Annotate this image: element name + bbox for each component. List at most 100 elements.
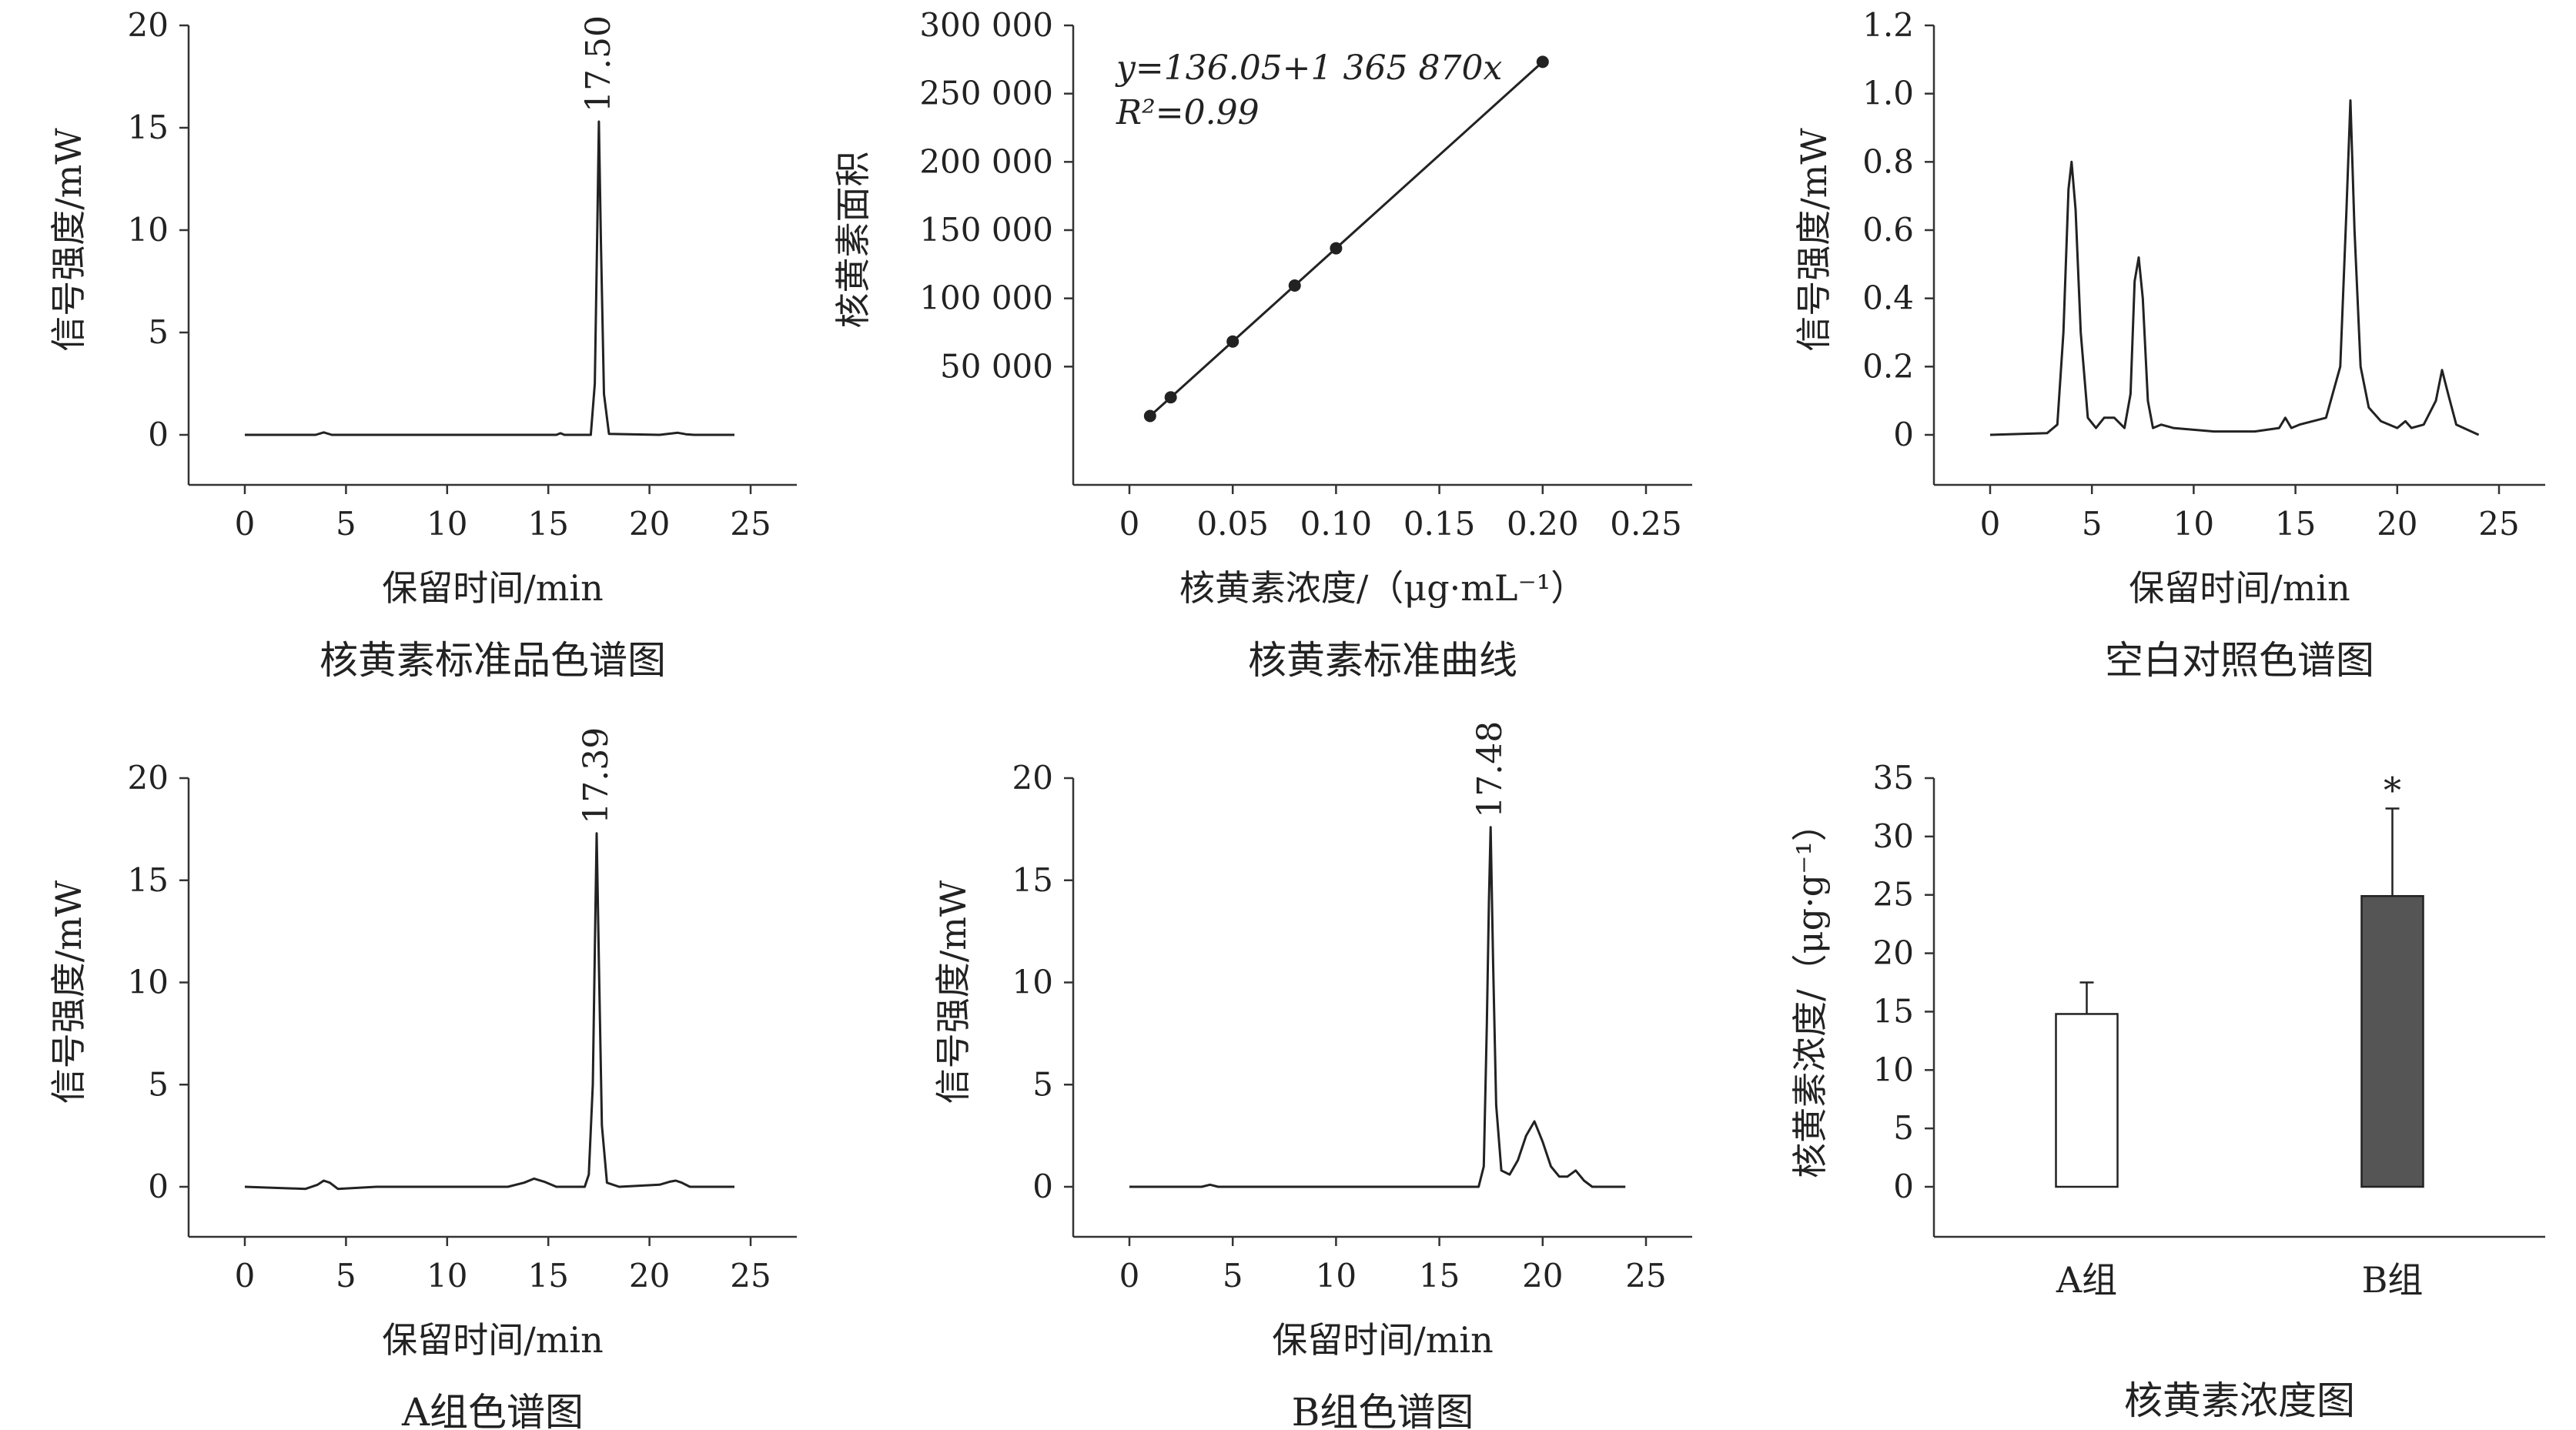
data-point	[1226, 335, 1239, 348]
chromatogram-trace	[245, 120, 734, 436]
y-tick-label: 0.4	[1862, 279, 1914, 317]
chromatogram-trace	[1989, 99, 2480, 436]
significance-mark: *	[2384, 769, 2401, 810]
x-tick-label: 10	[427, 505, 467, 543]
x-tick-label: 5	[1223, 1257, 1243, 1295]
y-tick-label: 15	[1873, 992, 1914, 1030]
y-tick-label: 10	[128, 211, 169, 249]
x-tick-label: 0.25	[1610, 505, 1682, 543]
x-axis-label: 核黄素浓度/（μg·mL⁻¹）	[1179, 567, 1586, 609]
x-category-label: A组	[2056, 1259, 2117, 1301]
data-point	[1288, 279, 1301, 292]
x-tick-label: 15	[527, 505, 568, 543]
chart-caption: 核黄素标准品色谱图	[319, 638, 666, 683]
chart-standard: 0 5 10 15 20 信号强度/mW 核黄素标准品色谱图 0 5 10 15 20 25 保留时间/m…	[48, 6, 797, 683]
x-tick-label: 15	[527, 1257, 568, 1295]
y-tick-label: 0	[1893, 1168, 1914, 1205]
x-tick-label: 20	[629, 1257, 670, 1295]
y-axis-label: 信号强度/mW	[48, 128, 89, 352]
chart-panel-blank: 0 0.2 0.4 0.6 0.8 1.0 1.2 信号强度/mW 空白对照色谱图 0 5 10 15 2…	[0, 0, 2576, 711]
data-point	[1164, 391, 1177, 404]
y-tick-label: 10	[1012, 964, 1053, 1001]
y-tick-label: 0	[1893, 416, 1914, 453]
bar-B组	[2360, 894, 2424, 1188]
x-tick-label: 0	[235, 505, 256, 543]
x-category-label: B组	[2362, 1259, 2424, 1301]
x-tick-label: 10	[1316, 1257, 1357, 1295]
y-tick-label: 0	[1032, 1168, 1053, 1205]
x-axis-label: 保留时间/min	[382, 1319, 603, 1361]
y-tick-label: 15	[128, 861, 169, 899]
chromatogram-trace	[244, 832, 734, 1191]
y-tick-label: 20	[1012, 759, 1053, 797]
x-tick-label: 15	[2275, 505, 2316, 543]
x-tick-label: 20	[2377, 505, 2417, 543]
peak-label: 17.48	[1470, 721, 1510, 818]
x-tick-label: 0	[1119, 505, 1140, 543]
x-tick-label: 10	[2173, 505, 2214, 543]
y-tick-label: 0.6	[1862, 211, 1914, 249]
y-tick-label: 20	[128, 6, 169, 44]
y-axis-label: 核黄素浓度/（μg·g⁻¹）	[1789, 806, 1831, 1178]
chart-caption: 核黄素标准曲线	[1248, 638, 1517, 683]
y-tick-label: 5	[1032, 1065, 1053, 1103]
chart-caption: 空白对照色谱图	[2105, 638, 2374, 683]
y-tick-label: 100 000	[919, 279, 1053, 317]
y-tick-label: 15	[1012, 861, 1053, 899]
data-point	[1143, 409, 1156, 423]
x-tick-label: 5	[2082, 505, 2103, 543]
y-tick-label: 10	[128, 964, 169, 1001]
x-tick-label: 25	[2478, 505, 2519, 543]
y-tick-label: 50 000	[940, 347, 1053, 385]
y-tick-label: 1.0	[1862, 75, 1914, 112]
y-tick-label: 20	[1873, 934, 1914, 972]
y-tick-label: 1.2	[1862, 6, 1914, 44]
regression-equation: y=136.05+1 365 870x	[1115, 48, 1502, 88]
bar-A组	[2055, 1013, 2119, 1188]
y-axis-label: 信号强度/mW	[48, 880, 89, 1104]
chart-caption: A组色谱图	[401, 1390, 584, 1430]
x-tick-label: 20	[1522, 1257, 1563, 1295]
y-tick-label: 20	[128, 759, 169, 797]
y-axis-label: 核黄素面积	[832, 152, 874, 329]
y-tick-label: 150 000	[919, 211, 1053, 249]
regression-line	[1149, 61, 1544, 417]
x-tick-label: 0.20	[1507, 505, 1579, 543]
y-tick-label: 30	[1873, 817, 1914, 855]
x-tick-label: 0	[235, 1257, 256, 1295]
x-axis-label: 保留时间/min	[2129, 567, 2350, 609]
chart-groupA: 0 5 10 15 20 信号强度/mW A组色谱图 0 5 10 15 20 25 保留时间/min 17…	[48, 727, 797, 1430]
y-tick-label: 0.2	[1862, 347, 1914, 385]
y-tick-label: 5	[148, 1065, 169, 1103]
x-tick-label: 0.05	[1196, 505, 1269, 543]
x-tick-label: 5	[336, 1257, 356, 1295]
x-axis-label: 保留时间/min	[382, 567, 603, 609]
y-axis-label: 信号强度/mW	[932, 880, 974, 1104]
chart-panel-curve: 50 000 100 000 150 000 200 000 250 000 300 00…	[0, 0, 1732, 711]
y-tick-label: 25	[1873, 876, 1914, 914]
x-tick-label: 0.10	[1300, 505, 1373, 543]
x-tick-label: 15	[1419, 1257, 1460, 1295]
y-tick-label: 200 000	[919, 142, 1053, 180]
x-tick-label: 5	[336, 505, 356, 543]
data-point	[1330, 242, 1343, 255]
y-tick-label: 10	[1873, 1051, 1914, 1088]
x-tick-label: 0	[1980, 505, 2001, 543]
chart-panel-groupB: 0 5 10 15 20 信号强度/mW B组色谱图 0 5 10 15 20 25 保留时间/min 17…	[932, 721, 1692, 1430]
x-tick-label: 20	[629, 505, 670, 543]
y-tick-label: 0	[148, 416, 169, 453]
x-tick-label: 25	[1625, 1257, 1666, 1295]
chart-panel-standard: 0 5 10 15 20 信号强度/mW 核黄素标准品色谱图 0 5 10 15 20 25 保留时间/m…	[0, 0, 847, 711]
y-tick-label: 300 000	[919, 6, 1053, 44]
x-axis-label: 保留时间/min	[1272, 1319, 1493, 1361]
chart-caption: B组色谱图	[1292, 1390, 1474, 1430]
peak-label: 17.39	[577, 727, 616, 824]
chart-groupB: 0 5 10 15 20 信号强度/mW B组色谱图 0 5 10 15 20 25 保留时间/min 17…	[932, 721, 1692, 1430]
chart-caption: 核黄素浓度图	[2124, 1378, 2355, 1423]
y-tick-label: 5	[148, 313, 169, 351]
chromatogram-trace	[1129, 826, 1626, 1188]
x-tick-label: 25	[730, 1257, 771, 1295]
y-tick-label: 250 000	[919, 75, 1053, 112]
